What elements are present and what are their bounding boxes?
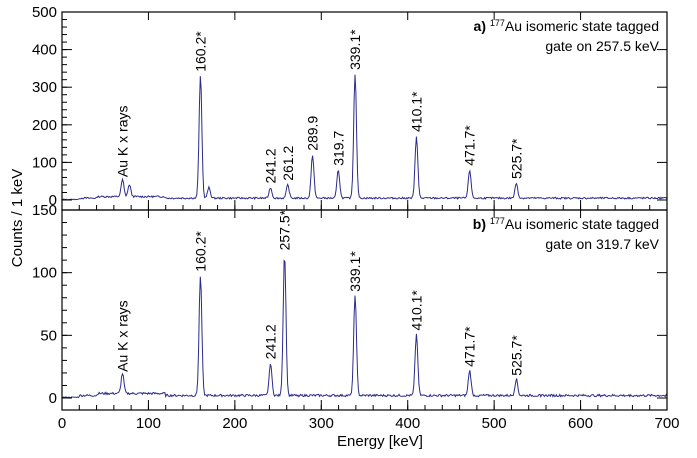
panel-title-rest: Au isomeric state tagged [505,216,659,232]
isotope-mass: 177 [490,18,505,28]
x-tick-label: 500 [482,415,507,432]
x-tick-label: 700 [654,415,679,432]
y-tick-label: 200 [32,117,57,134]
y-tick-label: 100 [32,154,57,171]
spectrum-trace [61,259,668,399]
peak-label: 410.1* [408,91,424,132]
y-tick-label: 0 [49,390,57,407]
y-tick-label: 400 [32,42,57,59]
y-tick-label: 100 [32,265,57,282]
y-tick-label: 0 [49,192,57,209]
panel-a: 0 100 200 300 400 500 Au K x rays 160.2* 241.2 26… [32,4,668,211]
panel-subtitle: gate on 319.7 keV [545,236,659,252]
panel-title: b) 177Au isomeric state tagged [473,216,659,232]
peak-label: 339.1* [347,29,363,70]
panel-title: a) 177Au isomeric state tagged [474,18,659,34]
peak-label: 160.2* [193,31,209,72]
peak-label: 410.1* [408,290,424,331]
peak-label: 160.2* [193,231,209,272]
peak-label: 471.7* [462,326,478,367]
peak-label: 257.5* [277,209,293,250]
peak-label: 525.7* [508,335,524,376]
x-tick-label: 600 [568,415,593,432]
y-tick-label: 150 [32,202,57,219]
isotope-mass: 177 [490,216,505,226]
peak-label: 339.1* [347,251,363,292]
x-tick-label: 300 [309,415,334,432]
peak-label: 289.9 [305,116,321,151]
x-axis-title: Energy [keV] [337,433,423,450]
peak-label: 261.2 [280,146,296,181]
peak-label: 471.7* [462,125,478,166]
x-tick-label: 100 [136,415,161,432]
peak-label: 525.7* [508,138,524,179]
x-tick-label: 200 [222,415,247,432]
peak-label: 241.2 [263,324,279,359]
peak-label: Au K x rays [115,300,131,372]
panel-label: b) [473,216,490,232]
y-axis-title: Counts / 1 keV [9,169,26,267]
peak-label: Au K x rays [115,106,131,178]
x-tick-label: 400 [395,415,420,432]
y-tick-label: 300 [32,79,57,96]
y-tick-label: 500 [32,4,57,21]
x-tick-label: 0 [58,415,66,432]
peak-label: 319.7 [330,131,346,166]
panel-subtitle: gate on 257.5 keV [545,38,659,54]
peak-label: 241.2 [263,148,279,183]
spectrum-trace [61,74,668,201]
y-tick-label: 50 [40,327,57,344]
panel-b: 0 50 100 150 0 100 200 300 400 500 600 700 Au K x ra… [32,202,680,432]
panel-label: a) [474,18,490,34]
panel-title-rest: Au isomeric state tagged [505,18,659,34]
